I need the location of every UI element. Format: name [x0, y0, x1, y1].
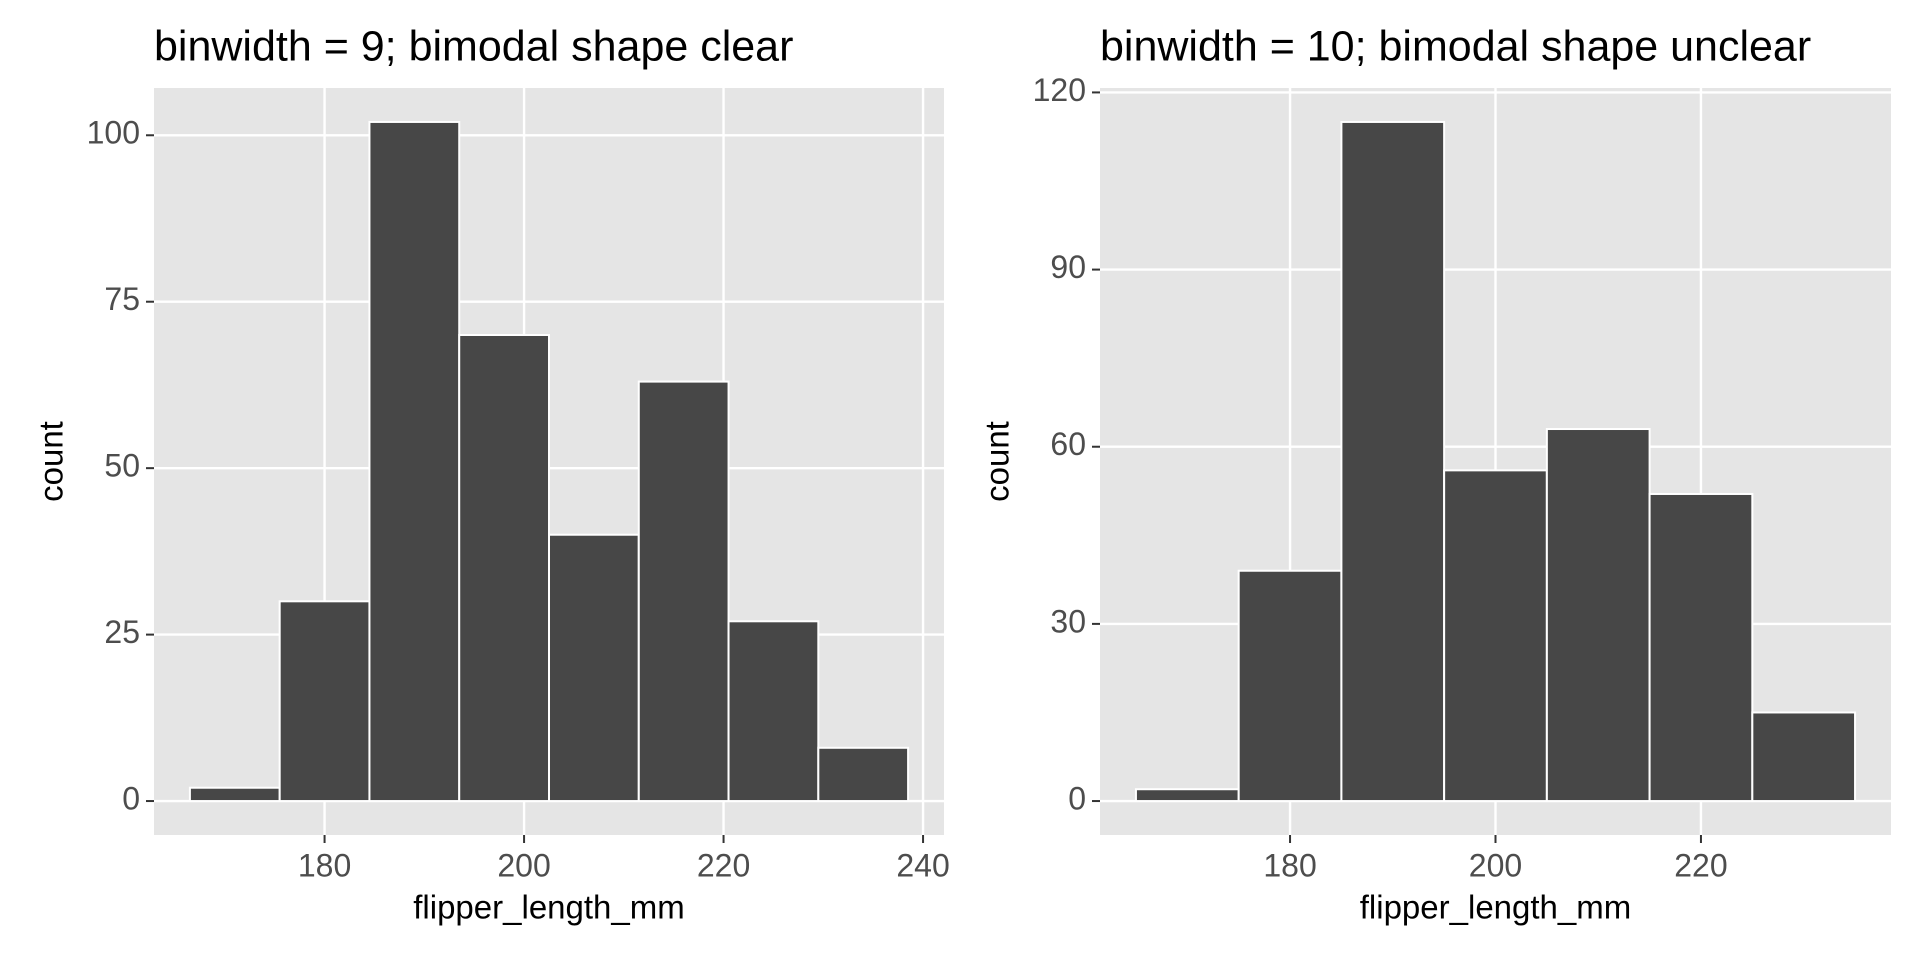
x-tick-label: 200	[497, 847, 550, 883]
y-tick-label: 0	[122, 780, 140, 816]
bar	[1237, 569, 1343, 803]
y-tick-label: 25	[104, 614, 140, 650]
bar	[637, 380, 730, 803]
y-tick-label: 50	[104, 448, 140, 484]
y-axis-label: count	[979, 421, 1016, 502]
x-axis-label: flipper_length_mm	[413, 889, 684, 926]
y-tick-label: 75	[104, 281, 140, 317]
y-tick-label: 30	[1050, 603, 1086, 639]
x-tick-label: 240	[896, 847, 949, 883]
x-tick-label: 180	[298, 847, 351, 883]
y-axis-label: count	[33, 421, 70, 502]
chart-title: binwidth = 10; bimodal shape unclear	[1100, 22, 1811, 70]
bar	[278, 600, 371, 803]
bar	[1648, 492, 1754, 803]
bar	[727, 620, 820, 803]
bar	[817, 746, 910, 803]
bar	[548, 533, 640, 803]
x-tick-label: 220	[697, 847, 750, 883]
y-tick-label: 0	[1068, 780, 1086, 816]
bar	[1134, 788, 1240, 803]
bar	[458, 334, 550, 803]
y-tick-label: 60	[1050, 426, 1086, 462]
bar	[1340, 120, 1446, 803]
bar	[1545, 428, 1651, 803]
y-tick-label: 120	[1033, 72, 1086, 108]
x-tick-label: 200	[1469, 847, 1522, 883]
y-tick-label: 100	[87, 115, 140, 151]
bar	[1443, 469, 1548, 803]
x-tick-label: 220	[1674, 847, 1727, 883]
bar	[368, 120, 461, 803]
bar	[188, 786, 281, 803]
x-axis-label: flipper_length_mm	[1360, 889, 1631, 926]
chart-title: binwidth = 9; bimodal shape clear	[154, 22, 793, 70]
bar	[1751, 711, 1857, 803]
x-tick-label: 180	[1263, 847, 1316, 883]
y-tick-label: 90	[1050, 249, 1086, 285]
